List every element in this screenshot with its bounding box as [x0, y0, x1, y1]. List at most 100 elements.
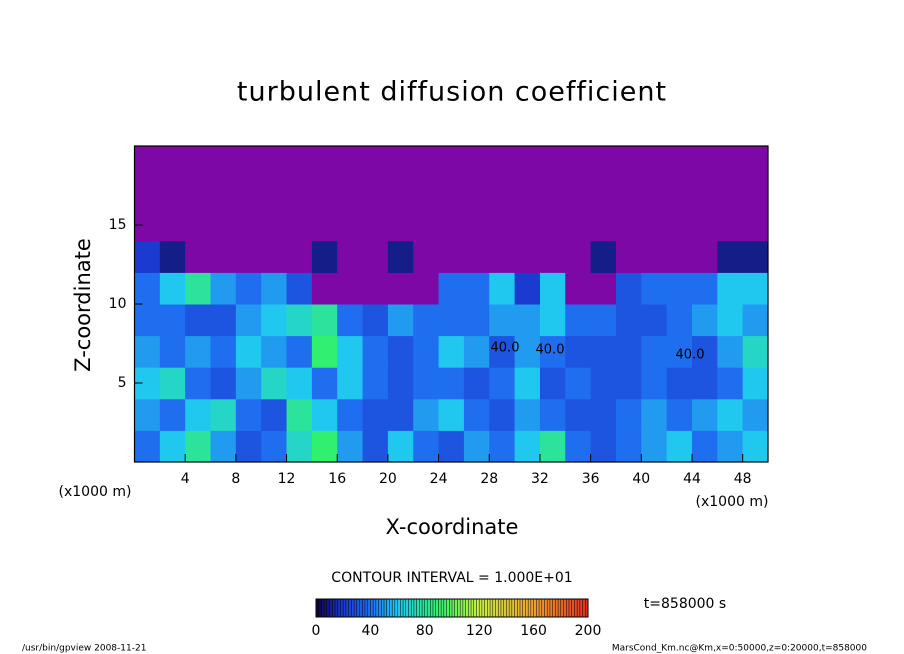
field-cell: [235, 240, 262, 273]
field-cell: [463, 430, 490, 463]
colorbar-swatch: [530, 599, 534, 617]
field-cell: [185, 398, 212, 431]
colorbar-swatch: [579, 599, 583, 617]
field-cell: [590, 272, 617, 305]
field-cell: [615, 430, 642, 463]
colorbar-swatch: [351, 599, 355, 617]
colorbar-tick-label: 200: [575, 623, 602, 639]
field-cell: [438, 146, 465, 179]
field-cell: [286, 272, 313, 305]
colorbar-swatch: [460, 599, 464, 617]
field-cell: [387, 398, 414, 431]
field-cell: [311, 335, 338, 368]
field-cell: [539, 209, 566, 242]
field-cell: [463, 146, 490, 179]
field-cell: [286, 398, 313, 431]
field-cell: [185, 335, 212, 368]
field-cell: [565, 398, 592, 431]
field-cell: [210, 304, 237, 337]
colorbar-tick-label: 0: [312, 623, 321, 639]
contour-interval: CONTOUR INTERVAL = 1.000E+01: [331, 570, 572, 586]
field-cell: [185, 209, 212, 242]
colorbar-swatch: [435, 599, 439, 617]
field-cell: [565, 335, 592, 368]
field-cell: [261, 335, 288, 368]
colorbar-swatch: [509, 599, 513, 617]
colorbar-swatch: [547, 599, 551, 617]
colorbar-swatch: [525, 599, 529, 617]
field-cell: [514, 272, 541, 305]
field-cell: [590, 335, 617, 368]
field-cell: [489, 146, 516, 179]
field-cell: [539, 398, 566, 431]
field-cell: [387, 240, 414, 273]
field-cell: [362, 177, 389, 210]
field-cell: [615, 240, 642, 273]
field-cell: [362, 430, 389, 463]
field-cell: [337, 146, 364, 179]
field-cell: [311, 177, 338, 210]
colorbar-swatch: [465, 599, 469, 617]
field-cell: [742, 146, 769, 179]
field-cell: [438, 272, 465, 305]
footer-right: MarsCond_Km.nc@Km,x=0:50000,z=0:20000,t=…: [612, 644, 867, 654]
colorbar-swatch: [356, 599, 360, 617]
field-cell: [235, 335, 262, 368]
colorbar-swatch: [457, 599, 461, 617]
colorbar-swatch: [468, 599, 472, 617]
field-cell: [134, 146, 161, 179]
field-cell: [514, 367, 541, 400]
field-cell: [362, 335, 389, 368]
field-cell: [489, 272, 516, 305]
footer-left: /usr/bin/gpview 2008-11-21: [22, 644, 146, 654]
x-axis-label: X-coordinate: [386, 515, 519, 539]
x-tick-label: 20: [379, 471, 397, 487]
colorbar-swatch: [476, 599, 480, 617]
field-cell: [666, 335, 693, 368]
field-cell: [691, 304, 718, 337]
field-cell: [159, 367, 186, 400]
colorbar-tick-label: 40: [361, 623, 379, 639]
x-unit: (x1000 m): [696, 494, 769, 510]
field-cell: [717, 335, 744, 368]
field-cell: [387, 367, 414, 400]
colorbar-swatch: [490, 599, 494, 617]
field-cell: [261, 398, 288, 431]
colorbar-tick-label: 120: [466, 623, 493, 639]
colorbar-swatch: [397, 599, 401, 617]
field-cell: [742, 398, 769, 431]
field-cell: [337, 304, 364, 337]
field-cell: [539, 146, 566, 179]
field-cell: [565, 209, 592, 242]
y-axis-label: Z-coordinate: [71, 238, 95, 372]
colorbar-swatch: [316, 599, 320, 617]
field-cell: [210, 398, 237, 431]
colorbar-swatch: [362, 599, 366, 617]
field-cell: [235, 209, 262, 242]
field-cell: [311, 209, 338, 242]
colorbar-swatch: [364, 599, 368, 617]
field-cell: [286, 240, 313, 273]
field-cell: [539, 335, 566, 368]
field-cell: [185, 272, 212, 305]
field-cell: [413, 209, 440, 242]
colorbar-swatch: [571, 599, 575, 617]
y-tick-label: 5: [118, 375, 127, 391]
colorbar-swatch: [359, 599, 363, 617]
colorbar-swatch: [343, 599, 347, 617]
colorbar-swatch: [522, 599, 526, 617]
colorbar-swatch: [389, 599, 393, 617]
field-cell: [691, 367, 718, 400]
field-cell: [438, 398, 465, 431]
colorbar-swatch: [449, 599, 453, 617]
colorbar-swatch: [422, 599, 426, 617]
x-tick-label: 44: [683, 471, 701, 487]
field-cell: [413, 398, 440, 431]
field-cell: [337, 177, 364, 210]
field-cell: [565, 272, 592, 305]
field-cell: [438, 367, 465, 400]
colorbar-swatch: [416, 599, 420, 617]
field-cell: [210, 367, 237, 400]
field-cell: [691, 240, 718, 273]
